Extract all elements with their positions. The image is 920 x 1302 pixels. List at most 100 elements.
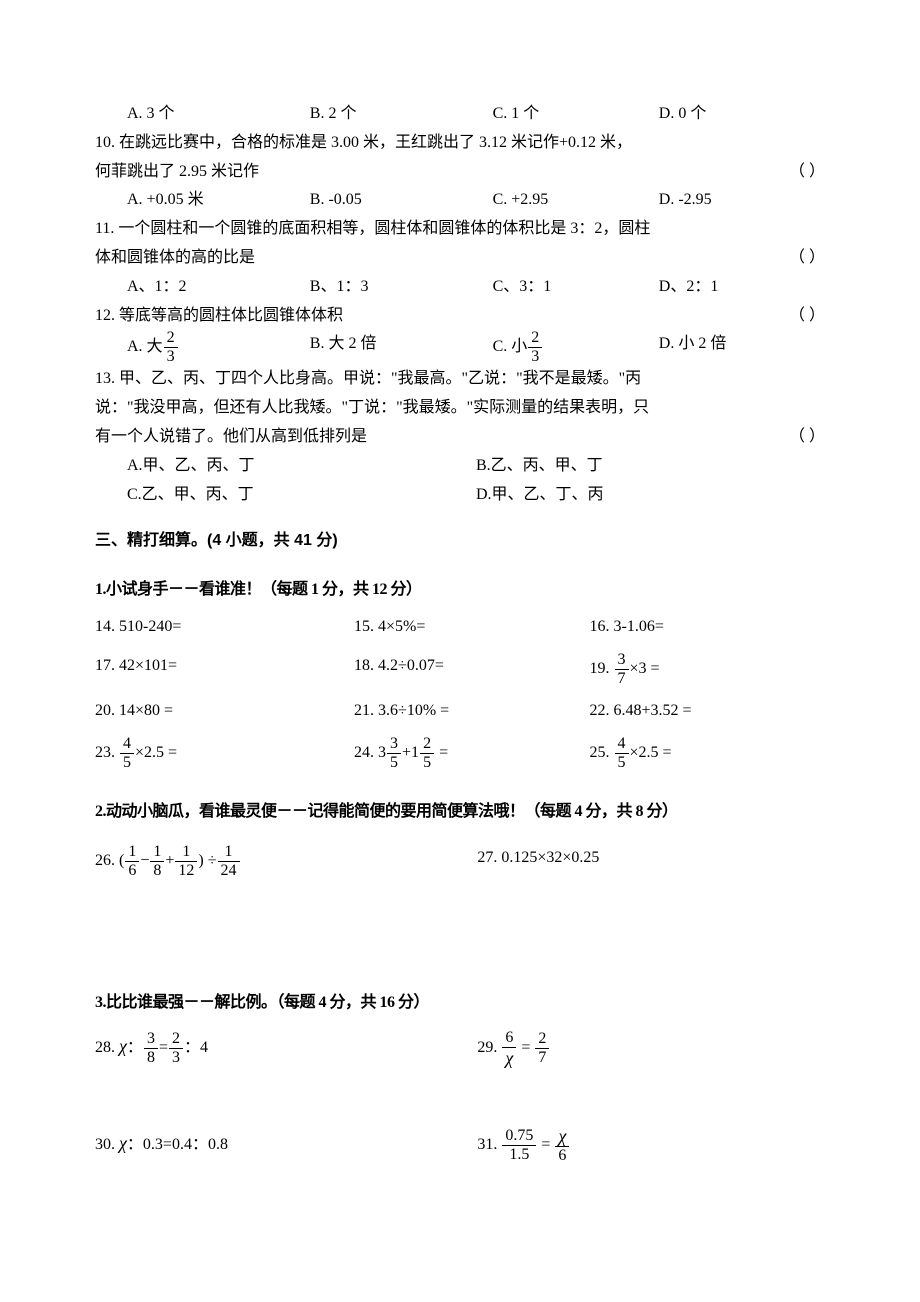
frac-num: χ <box>555 1127 569 1146</box>
fraction: 23 <box>164 330 178 365</box>
item-16: 16. 3-1.06= <box>590 613 825 642</box>
q13-options-row2: C.乙、甲、丙、丁 D.甲、乙、丁、丙 <box>95 481 825 510</box>
i31-eq: = <box>537 1136 554 1153</box>
q12-paren: （ ） <box>789 302 825 331</box>
q13-opt-a: A.甲、乙、丙、丁 <box>127 452 476 481</box>
q9-opt-b: B. 2 个 <box>310 100 493 129</box>
q9-opt-c: C. 1 个 <box>493 100 659 129</box>
calc-grid: 14. 510-240= 15. 4×5%= 16. 3-1.06= 17. 4… <box>95 613 825 771</box>
q10-opt-c: C. +2.95 <box>493 186 659 215</box>
i24-mid: +1 <box>402 744 419 761</box>
frac-num: 1 <box>175 844 197 861</box>
q13-opt-c: C.乙、甲、丙、丁 <box>127 481 476 510</box>
fraction: 25 <box>420 736 434 771</box>
i28-eq: = <box>159 1039 168 1056</box>
q13-text-2: 说："我没甲高，但还有人比我矮。"丁说："我最矮。"实际测量的结果表明，只 <box>95 394 825 423</box>
frac-num: 3 <box>615 652 629 669</box>
i31-pre: 31. <box>477 1136 501 1153</box>
item-30: 30. χ：0.3=0.4：0.8 <box>95 1127 477 1164</box>
q10-text-1: 10. 在跳远比赛中，合格的标准是 3.00 米，王红跳出了 3.12 米记作+… <box>95 129 825 158</box>
frac-den: 24 <box>218 861 240 879</box>
item-20: 20. 14×80 = <box>95 697 354 726</box>
frac-num: 2 <box>169 1031 183 1048</box>
fraction: 6χ <box>502 1030 516 1067</box>
q10-text-2-inner: 何菲跳出了 2.95 米记作 <box>95 163 259 180</box>
frac-den: 3 <box>164 347 178 365</box>
i23-pre: 23. <box>95 744 119 761</box>
q10-opt-d: D. -2.95 <box>659 186 825 215</box>
q9-opt-a: A. 3 个 <box>127 100 310 129</box>
i28-pre: 28. <box>95 1039 119 1056</box>
q9-options: A. 3 个 B. 2 个 C. 1 个 D. 0 个 <box>95 100 825 129</box>
frac-den: 6 <box>555 1146 569 1164</box>
item-18: 18. 4.2÷0.07= <box>354 652 589 687</box>
q10-paren: （ ） <box>789 158 825 187</box>
q10-opt-b: B. -0.05 <box>310 186 493 215</box>
sub-heading-1: 1.小试身手－－看谁准！（每题 1 分，共 12 分） <box>95 576 825 605</box>
frac-num: 4 <box>615 736 629 753</box>
problems-30-31: 30. χ：0.3=0.4：0.8 31. 0.751.5 = χ6 <box>95 1127 825 1164</box>
frac-den: 3 <box>169 1048 183 1066</box>
q12-opt-a: A. 大23 <box>127 330 310 365</box>
i26-op1: − <box>140 852 149 869</box>
item-15: 15. 4×5%= <box>354 613 589 642</box>
fraction: 45 <box>120 736 134 771</box>
frac-num: 2 <box>528 330 542 347</box>
page: A. 3 个 B. 2 个 C. 1 个 D. 0 个 10. 在跳远比赛中，合… <box>0 0 920 1302</box>
frac-num: 2 <box>535 1031 549 1048</box>
i19-pre: 19. <box>590 660 614 677</box>
chi-symbol: χ <box>119 1036 127 1056</box>
frac-den: 12 <box>175 861 197 879</box>
fraction: 38 <box>144 1031 158 1066</box>
i30-post: ：0.3=0.4：0.8 <box>127 1136 228 1153</box>
fraction: χ6 <box>555 1127 569 1164</box>
i24-post: = <box>435 744 448 761</box>
q11-opt-b: B、1：3 <box>310 273 493 302</box>
fraction: 23 <box>169 1031 183 1066</box>
q12-opt-d: D. 小 2 倍 <box>659 330 825 365</box>
q11-opt-d: D、2：1 <box>659 273 825 302</box>
q12-opt-b: B. 大 2 倍 <box>310 330 493 365</box>
sub-heading-2: 2.动动小脑瓜，看谁最灵便－－记得能简便的要用简便算法哦！（每题 4 分，共 8… <box>95 791 825 833</box>
item-27: 27. 0.125×32×0.25 <box>477 844 825 879</box>
item-23: 23. 45×2.5 = <box>95 736 354 771</box>
frac-den: 8 <box>150 861 164 879</box>
i28-sep: ： <box>127 1039 143 1056</box>
q11-paren: （ ） <box>789 244 825 273</box>
fraction: 37 <box>615 652 629 687</box>
fraction: 45 <box>615 736 629 771</box>
fraction: 112 <box>175 844 197 879</box>
q13-text-1: 13. 甲、乙、丙、丁四个人比身高。甲说："我最高。"乙说："我不是最矮。"丙 <box>95 365 825 394</box>
q11-text-1: 11. 一个圆柱和一个圆锥的底面积相等，圆柱体和圆锥体的体积比是 3：2，圆柱 <box>95 215 825 244</box>
q13-options-row1: A.甲、乙、丙、丁 B.乙、丙、甲、丁 <box>95 452 825 481</box>
i24-pre: 24. 3 <box>354 744 386 761</box>
frac-num: 3 <box>144 1031 158 1048</box>
frac-den: 7 <box>535 1048 549 1066</box>
item-25: 25. 45×2.5 = <box>590 736 825 771</box>
frac-den: 5 <box>420 753 434 771</box>
problems-28-29: 28. χ：38=23：4 29. 6χ = 27 <box>95 1030 825 1067</box>
fraction: 16 <box>125 844 139 879</box>
fraction: 23 <box>528 330 542 365</box>
item-17: 17. 42×101= <box>95 652 354 687</box>
i28-post: ：4 <box>184 1039 208 1056</box>
i29-pre: 29. <box>477 1039 501 1056</box>
frac-den: 5 <box>387 753 401 771</box>
frac-num: 1 <box>125 844 139 861</box>
q13-text-3-inner: 有一个人说错了。他们从高到低排列是 <box>95 428 367 445</box>
item-24: 24. 335+125 = <box>354 736 589 771</box>
problems-26-27: 26. (16−18+112) ÷124 27. 0.125×32×0.25 <box>95 844 825 879</box>
q12-text-inner: 12. 等底等高的圆柱体比圆锥体体积 <box>95 307 343 324</box>
q13-opt-d: D.甲、乙、丁、丙 <box>476 481 825 510</box>
q11-opt-a: A、1：2 <box>127 273 310 302</box>
fraction: 18 <box>150 844 164 879</box>
frac-num: 0.75 <box>502 1128 536 1145</box>
i26-pre: 26. ( <box>95 852 124 869</box>
i29-eq: = <box>517 1039 534 1056</box>
item-14: 14. 510-240= <box>95 613 354 642</box>
section-3-heading: 三、精打细算。(4 小题，共 41 分) <box>95 527 825 556</box>
frac-den: χ <box>502 1047 516 1067</box>
frac-num: 2 <box>420 736 434 753</box>
fraction: 27 <box>535 1031 549 1066</box>
item-19: 19. 37×3 = <box>590 652 825 687</box>
